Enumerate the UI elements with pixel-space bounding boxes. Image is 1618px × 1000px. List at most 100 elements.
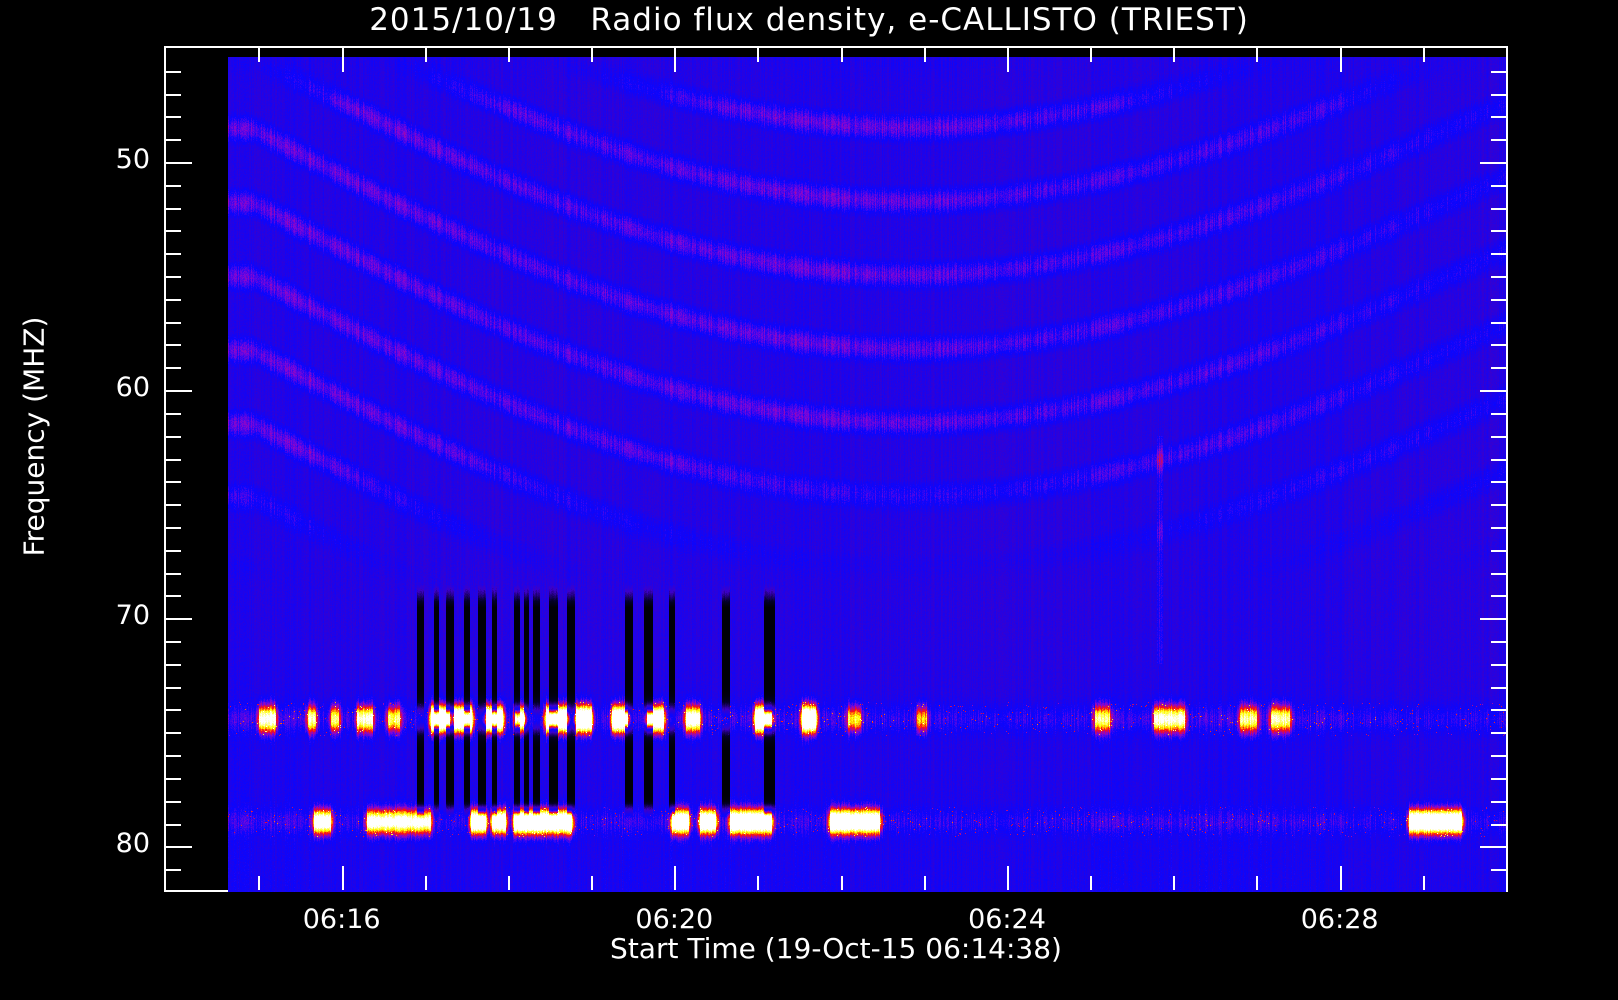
y-minor-tick-right	[1491, 595, 1506, 597]
y-minor-tick	[166, 299, 181, 301]
x-major-tick	[342, 866, 344, 890]
y-minor-tick	[166, 94, 181, 96]
y-minor-tick-right	[1491, 208, 1506, 210]
y-minor-tick-right	[1491, 94, 1506, 96]
x-minor-tick-top	[508, 48, 510, 62]
y-minor-tick-right	[1491, 481, 1506, 483]
spectrogram-data-area[interactable]	[228, 57, 1506, 892]
y-minor-tick	[166, 436, 181, 438]
y-minor-tick-right	[1491, 801, 1506, 803]
y-minor-tick-right	[1491, 459, 1506, 461]
x-major-tick-top	[1007, 48, 1009, 72]
y-minor-tick-right	[1491, 687, 1506, 689]
x-major-tick-top	[342, 48, 344, 72]
y-tick-label: 60	[115, 372, 150, 404]
y-minor-tick-right	[1491, 344, 1506, 346]
y-minor-tick	[166, 732, 181, 734]
y-minor-tick	[166, 687, 181, 689]
y-axis-title: Frequency (MHZ)	[17, 316, 51, 557]
x-minor-tick-top	[1506, 48, 1508, 62]
y-minor-tick	[166, 481, 181, 483]
y-major-tick	[166, 618, 192, 620]
y-minor-tick	[166, 573, 181, 575]
x-tick-label: 06:28	[1300, 904, 1379, 935]
x-minor-tick	[591, 876, 593, 890]
y-minor-tick-right	[1491, 185, 1506, 187]
x-minor-tick	[1423, 876, 1425, 890]
y-minor-tick-right	[1491, 778, 1506, 780]
x-major-tick	[1007, 866, 1009, 890]
y-minor-tick	[166, 116, 181, 118]
y-minor-tick-right	[1491, 550, 1506, 552]
x-major-tick-top	[1340, 48, 1342, 72]
x-major-tick	[1340, 866, 1342, 890]
y-minor-tick-right	[1491, 732, 1506, 734]
y-minor-tick	[166, 527, 181, 529]
y-major-tick-right	[1480, 618, 1506, 620]
y-minor-tick-right	[1491, 709, 1506, 711]
y-minor-tick	[166, 550, 181, 552]
page-title: 2015/10/19 Radio flux density, e-CALLIST…	[369, 2, 1249, 38]
x-axis-title: Start Time (19-Oct-15 06:14:38)	[610, 932, 1062, 965]
y-minor-tick-right	[1491, 869, 1506, 871]
y-minor-tick	[166, 595, 181, 597]
y-minor-tick-right	[1491, 322, 1506, 324]
y-minor-tick-right	[1491, 71, 1506, 73]
x-major-tick	[674, 866, 676, 890]
y-minor-tick-right	[1491, 367, 1506, 369]
y-minor-tick-right	[1491, 436, 1506, 438]
y-major-tick-right	[1480, 846, 1506, 848]
x-minor-tick-top	[1256, 48, 1258, 62]
y-minor-tick-right	[1491, 299, 1506, 301]
x-minor-tick-top	[841, 48, 843, 62]
x-minor-tick	[258, 876, 260, 890]
x-minor-tick-top	[1173, 48, 1175, 62]
y-minor-tick-right	[1491, 641, 1506, 643]
y-minor-tick	[166, 504, 181, 506]
y-minor-tick	[166, 709, 181, 711]
y-minor-tick-right	[1491, 573, 1506, 575]
x-minor-tick-top	[924, 48, 926, 62]
x-minor-tick-top	[258, 48, 260, 62]
x-minor-tick	[1173, 876, 1175, 890]
y-minor-tick	[166, 801, 181, 803]
x-minor-tick	[924, 876, 926, 890]
y-minor-tick	[166, 664, 181, 666]
y-major-tick-right	[1480, 390, 1506, 392]
y-minor-tick	[166, 322, 181, 324]
y-minor-tick	[166, 139, 181, 141]
x-minor-tick	[508, 876, 510, 890]
x-minor-tick	[425, 876, 427, 890]
x-major-tick-top	[674, 48, 676, 72]
y-tick-label: 50	[115, 143, 150, 175]
x-minor-tick-top	[425, 48, 427, 62]
y-minor-tick-right	[1491, 824, 1506, 826]
x-minor-tick	[1506, 876, 1508, 890]
y-minor-tick-right	[1491, 413, 1506, 415]
y-minor-tick	[166, 367, 181, 369]
y-minor-tick	[166, 824, 181, 826]
y-major-tick-right	[1480, 162, 1506, 164]
y-major-tick	[166, 162, 192, 164]
y-tick-label: 80	[115, 828, 150, 860]
y-minor-tick-right	[1491, 664, 1506, 666]
y-minor-tick	[166, 253, 181, 255]
y-tick-label: 70	[115, 600, 150, 632]
y-minor-tick	[166, 276, 181, 278]
x-tick-label: 06:20	[635, 904, 714, 935]
x-tick-label: 06:16	[302, 904, 381, 935]
y-minor-tick-right	[1491, 276, 1506, 278]
y-major-tick	[166, 846, 192, 848]
x-minor-tick	[757, 876, 759, 890]
x-minor-tick	[841, 876, 843, 890]
x-minor-tick-top	[1090, 48, 1092, 62]
y-minor-tick-right	[1491, 504, 1506, 506]
x-minor-tick	[1256, 876, 1258, 890]
y-minor-tick-right	[1491, 755, 1506, 757]
x-minor-tick-top	[1423, 48, 1425, 62]
y-minor-tick	[166, 185, 181, 187]
y-minor-tick	[166, 208, 181, 210]
y-minor-tick	[166, 230, 181, 232]
y-minor-tick	[166, 459, 181, 461]
